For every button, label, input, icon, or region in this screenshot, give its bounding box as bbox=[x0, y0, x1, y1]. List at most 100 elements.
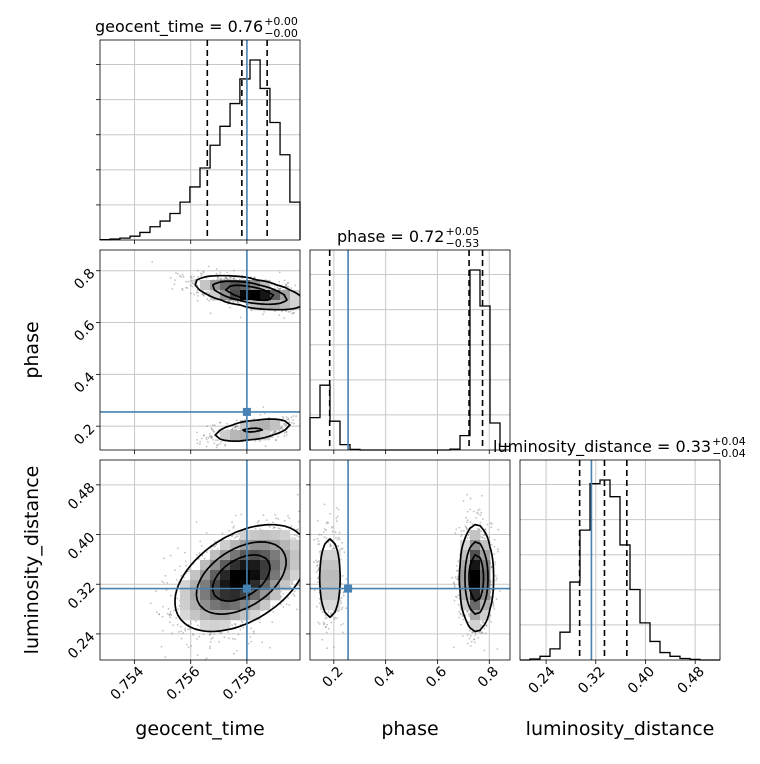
density-cell bbox=[220, 610, 230, 620]
sample-point bbox=[163, 582, 165, 584]
sample-point bbox=[224, 445, 226, 447]
sample-point bbox=[472, 523, 474, 525]
sample-point bbox=[479, 514, 481, 516]
sample-point bbox=[233, 278, 235, 280]
sample-point bbox=[334, 548, 336, 550]
density-cell bbox=[270, 560, 280, 570]
sample-point bbox=[286, 419, 288, 421]
sample-point bbox=[184, 628, 186, 630]
sample-point bbox=[209, 646, 211, 648]
density-cell bbox=[270, 550, 280, 560]
sample-point bbox=[198, 636, 200, 638]
sample-point bbox=[466, 521, 468, 523]
sample-point bbox=[345, 607, 347, 609]
sample-point bbox=[192, 633, 194, 635]
sample-point bbox=[234, 623, 236, 625]
sample-point bbox=[342, 575, 344, 577]
sample-point bbox=[457, 560, 459, 562]
sample-point bbox=[341, 542, 343, 544]
sample-point bbox=[193, 276, 195, 278]
sample-point bbox=[291, 422, 293, 424]
sample-point bbox=[227, 631, 229, 633]
density-cell bbox=[290, 540, 300, 550]
sample-point bbox=[192, 280, 194, 282]
sample-point bbox=[473, 511, 475, 513]
sample-point bbox=[177, 608, 179, 610]
sample-point bbox=[175, 617, 177, 619]
sample-point bbox=[337, 516, 339, 518]
sample-point bbox=[189, 628, 191, 630]
sample-point bbox=[496, 578, 498, 580]
density-cell bbox=[260, 530, 270, 540]
sample-point bbox=[197, 295, 199, 297]
sample-point bbox=[290, 525, 292, 527]
density-cell bbox=[210, 610, 220, 620]
sample-point bbox=[196, 432, 198, 434]
sample-point bbox=[269, 526, 271, 528]
sample-point bbox=[274, 311, 276, 313]
sample-point bbox=[163, 557, 165, 559]
sample-point bbox=[217, 548, 219, 550]
sample-point bbox=[287, 597, 289, 599]
sample-point bbox=[206, 439, 208, 441]
sample-point bbox=[200, 275, 202, 277]
sample-point bbox=[462, 619, 464, 621]
sample-point bbox=[282, 416, 284, 418]
sample-point bbox=[162, 630, 164, 632]
density-cell bbox=[200, 600, 210, 610]
sample-point bbox=[170, 555, 172, 557]
sample-point bbox=[248, 304, 250, 306]
sample-point bbox=[250, 628, 252, 630]
sample-point bbox=[193, 294, 195, 296]
sample-point bbox=[471, 641, 473, 643]
sample-point bbox=[264, 413, 266, 415]
sample-point bbox=[262, 314, 264, 316]
sample-point bbox=[336, 507, 338, 509]
sample-point bbox=[199, 441, 201, 443]
sample-point bbox=[281, 311, 283, 313]
sample-point bbox=[166, 589, 168, 591]
sample-point bbox=[226, 277, 228, 279]
sample-point bbox=[219, 278, 221, 280]
sample-point bbox=[333, 646, 335, 648]
sample-point bbox=[212, 439, 214, 441]
sample-point bbox=[184, 552, 186, 554]
sample-point bbox=[197, 624, 199, 626]
sample-point bbox=[480, 530, 482, 532]
density-cell bbox=[220, 570, 230, 580]
sample-point bbox=[197, 300, 199, 302]
sample-point bbox=[171, 288, 173, 290]
sample-point bbox=[216, 268, 218, 270]
sample-point bbox=[494, 539, 496, 541]
sample-point bbox=[220, 441, 222, 443]
sample-point bbox=[467, 643, 469, 645]
sample-point bbox=[285, 425, 287, 427]
sample-point bbox=[454, 585, 456, 587]
sample-point bbox=[155, 590, 157, 592]
density-cell bbox=[210, 620, 220, 630]
sample-point bbox=[477, 509, 479, 511]
sample-point bbox=[291, 582, 293, 584]
sample-point bbox=[229, 307, 231, 309]
sample-point bbox=[191, 278, 193, 280]
sample-point bbox=[162, 616, 164, 618]
sample-point bbox=[181, 638, 183, 640]
sample-point bbox=[336, 517, 338, 519]
density-cell bbox=[270, 570, 280, 580]
sample-point bbox=[166, 582, 168, 584]
density-cell bbox=[230, 570, 240, 580]
sample-point bbox=[188, 646, 190, 648]
sample-point bbox=[220, 422, 222, 424]
sample-point bbox=[235, 515, 237, 517]
sample-point bbox=[190, 645, 192, 647]
sample-point bbox=[473, 639, 475, 641]
sample-point bbox=[169, 621, 171, 623]
panel-0-0 bbox=[96, 40, 300, 244]
sample-point bbox=[219, 443, 221, 445]
sample-point bbox=[293, 594, 295, 596]
sample-point bbox=[208, 300, 210, 302]
sample-point bbox=[176, 579, 178, 581]
sample-point bbox=[316, 561, 318, 563]
sample-point bbox=[226, 423, 228, 425]
sample-point bbox=[260, 414, 262, 416]
